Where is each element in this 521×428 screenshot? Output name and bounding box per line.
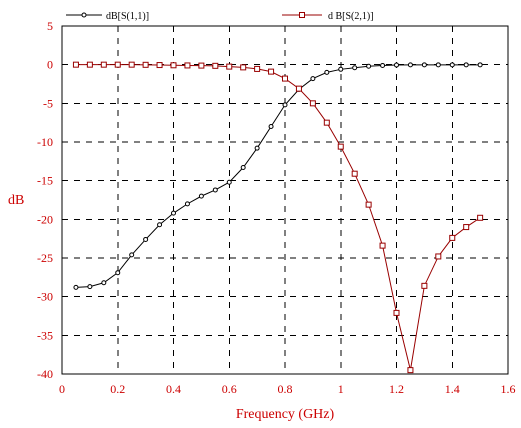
series-point-1 [365, 201, 372, 208]
series-layer [72, 61, 484, 374]
y-axis-label: dB [8, 193, 24, 208]
y-tick-label: -35 [37, 328, 53, 342]
plot-frame [61, 25, 509, 375]
series-point-1 [198, 62, 205, 69]
y-tick-label: -10 [37, 135, 53, 149]
series-point-0 [157, 222, 163, 228]
legend-marker-s21 [299, 12, 305, 18]
series-point-1 [463, 224, 470, 231]
legend-label-s21: d B[S(2,1)] [328, 11, 374, 22]
series-point-1 [295, 85, 302, 92]
series-point-1 [170, 62, 177, 69]
series-point-1 [86, 61, 93, 68]
series-point-0 [352, 65, 358, 71]
series-point-1 [184, 62, 191, 69]
series-point-1 [407, 367, 414, 374]
series-point-1 [477, 214, 484, 221]
series-line-0 [75, 64, 481, 288]
series-point-0 [421, 62, 427, 68]
y-axis-ticks: 5 0 -5 -10 -15 -20 -25 -30 -35 -40 [37, 19, 53, 381]
series-point-1 [72, 61, 79, 68]
series-point-0 [73, 284, 79, 290]
series-point-0 [449, 62, 455, 68]
series-point-0 [101, 280, 107, 286]
legend: dB[S(1,1)] d B[S(2,1)] [66, 11, 374, 22]
legend-item-s11: dB[S(1,1)] [66, 11, 149, 22]
x-tick-label: 1.6 [501, 382, 516, 396]
x-axis-ticks: 0 0.2 0.4 0.6 0.8 1 1.2 1.4 1.6 [59, 382, 516, 396]
x-tick-label: 1.2 [389, 382, 404, 396]
x-tick-label: 0.8 [278, 382, 293, 396]
series-point-0 [310, 76, 316, 82]
series-point-0 [143, 236, 149, 242]
grid [62, 26, 508, 374]
series-point-1 [449, 234, 456, 241]
series-point-0 [435, 62, 441, 68]
series-line-1 [75, 64, 481, 371]
series-point-0 [463, 62, 469, 68]
series-point-0 [380, 62, 386, 68]
legend-item-s21: d B[S(2,1)] [282, 11, 374, 22]
y-tick-label: -40 [37, 367, 53, 381]
x-tick-label: 0 [59, 382, 65, 396]
series-point-0 [338, 66, 344, 72]
series-point-1 [421, 282, 428, 289]
series-point-0 [254, 145, 260, 151]
series-point-1 [142, 61, 149, 68]
series-point-0 [87, 284, 93, 290]
y-tick-label: -5 [43, 96, 53, 110]
series-point-0 [129, 252, 135, 258]
series-point-1 [114, 61, 121, 68]
series-point-0 [115, 270, 121, 276]
series-point-1 [100, 61, 107, 68]
series-point-1 [156, 62, 163, 69]
y-tick-label: -30 [37, 290, 53, 304]
series-point-1 [393, 309, 400, 316]
series-point-0 [212, 187, 218, 193]
y-tick-label: 5 [47, 19, 53, 33]
series-point-0 [282, 102, 288, 108]
series-point-0 [477, 62, 483, 68]
series-point-0 [226, 179, 232, 185]
y-tick-label: 0 [47, 58, 53, 72]
series-point-1 [351, 170, 358, 177]
y-tick-label: -25 [37, 251, 53, 265]
series-point-1 [435, 253, 442, 260]
series-point-1 [323, 119, 330, 126]
series-point-1 [254, 65, 261, 72]
x-tick-label: 1 [338, 382, 344, 396]
series-point-0 [366, 63, 372, 69]
series-point-1 [337, 143, 344, 150]
series-point-1 [240, 64, 247, 71]
series-point-0 [198, 193, 204, 199]
y-tick-label: -15 [37, 174, 53, 188]
x-tick-label: 1.4 [445, 382, 460, 396]
series-point-0 [324, 69, 330, 75]
series-point-0 [394, 62, 399, 68]
y-tick-label: -20 [37, 212, 53, 226]
series-point-1 [282, 75, 288, 82]
series-point-0 [268, 124, 274, 130]
series-point-1 [309, 100, 316, 107]
x-tick-label: 0.2 [110, 382, 125, 396]
series-point-0 [240, 165, 246, 171]
series-point-0 [171, 210, 176, 216]
x-tick-label: 0.6 [222, 382, 237, 396]
series-point-1 [212, 62, 219, 69]
series-point-1 [226, 63, 233, 70]
series-point-0 [407, 62, 413, 68]
series-point-0 [184, 201, 190, 207]
legend-label-s11: dB[S(1,1)] [106, 11, 149, 22]
legend-marker-s11 [81, 12, 87, 18]
series-point-1 [379, 242, 386, 249]
x-axis-label: Frequency (GHz) [236, 407, 335, 422]
x-tick-label: 0.4 [166, 382, 181, 396]
series-point-1 [268, 68, 275, 75]
series-point-1 [128, 61, 135, 68]
